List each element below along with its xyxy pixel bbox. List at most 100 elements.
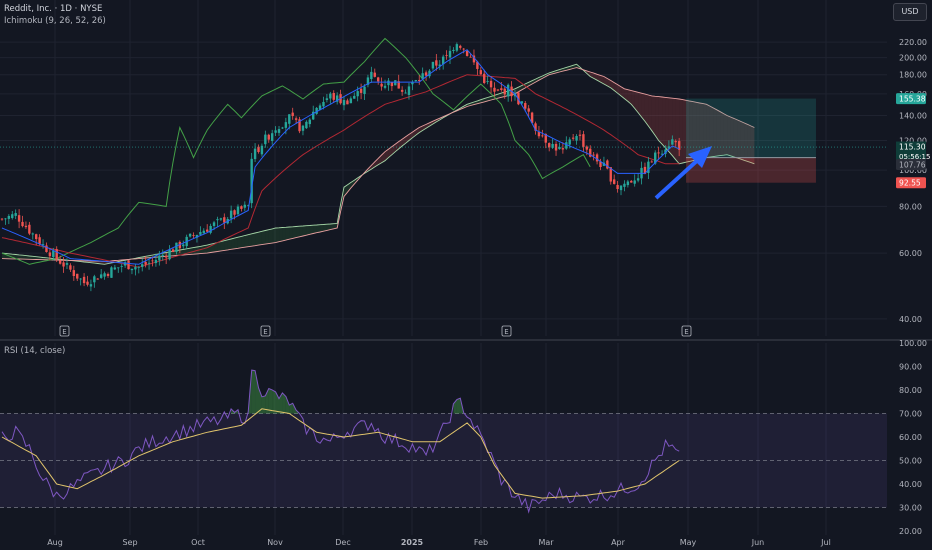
ichimoku-cloud-segment <box>220 240 225 251</box>
candle-body <box>171 249 175 253</box>
current-price-bg <box>896 141 926 163</box>
candle-body <box>599 161 602 167</box>
candle-body <box>144 261 147 265</box>
ichimoku-cloud-segment <box>255 232 259 246</box>
candle-body <box>229 210 233 219</box>
stop-zone <box>686 157 816 183</box>
ichimoku-cloud-segment <box>320 224 324 232</box>
candle-body <box>82 276 86 284</box>
time-tick-label: May <box>680 538 697 547</box>
candle-body <box>626 181 630 186</box>
earnings-marker: E <box>681 325 692 337</box>
candle-body <box>298 119 301 132</box>
candle-body <box>113 267 117 270</box>
rsi-overbought-fill <box>258 387 262 414</box>
candle-body <box>96 278 99 280</box>
ichimoku-cloud-segment <box>713 107 717 157</box>
candle-body <box>585 146 589 150</box>
candle-body <box>445 54 448 56</box>
candle-body <box>253 148 257 160</box>
candle-body <box>397 81 400 89</box>
candle-body <box>260 145 264 155</box>
candle-body <box>308 119 311 125</box>
earnings-box <box>260 325 271 337</box>
candle-body <box>134 267 137 270</box>
candle-body <box>65 263 69 265</box>
ichimoku-cloud-segment <box>730 116 734 157</box>
candle-body <box>329 93 332 99</box>
candle-body <box>667 146 671 149</box>
candle-body <box>448 50 452 58</box>
ichimoku-cloud-segment <box>244 234 249 248</box>
ichimoku-cloud-segment <box>22 255 26 260</box>
ichimoku-cloud-segment <box>651 95 656 136</box>
ichimoku-cloud-segment <box>15 254 20 260</box>
candle-body <box>17 215 21 222</box>
candle-body <box>438 64 441 67</box>
candle-body <box>141 264 144 267</box>
ichimoku-cloud-segment <box>32 256 37 260</box>
candle-body <box>164 255 168 258</box>
candle-body <box>418 79 421 81</box>
candle-body <box>288 114 291 124</box>
candle-body <box>332 93 335 100</box>
candle-body <box>209 225 212 233</box>
candle-body <box>41 244 45 245</box>
candle-body <box>592 154 595 156</box>
candle-body <box>575 135 578 141</box>
chikou-span-line <box>1 37 591 265</box>
candle-body <box>633 180 636 184</box>
ichimoku-cloud-segment <box>285 227 290 241</box>
ichimoku-cloud-segment <box>316 224 321 233</box>
candle-body <box>469 56 472 58</box>
ichimoku-cloud-segment <box>750 125 755 164</box>
candle-body <box>233 210 236 215</box>
candle-body <box>223 217 226 223</box>
earnings-box <box>681 325 692 337</box>
candle-body <box>496 89 500 91</box>
ichimoku-cloud-segment <box>224 239 228 251</box>
ichimoku-cloud-segment <box>600 75 604 84</box>
candle-body <box>123 262 127 266</box>
rsi-axis: 20.00 30.00 40.00 50.00 60.00 70.00 80.00 90.00… <box>899 339 927 536</box>
price-tick-label: 60.00 <box>899 249 922 258</box>
ichimoku-cloud-segment <box>535 77 539 83</box>
ichimoku-cloud-segment <box>699 102 704 160</box>
earnings-letter: E <box>504 328 508 336</box>
candle-body <box>349 98 353 104</box>
ichimoku-cloud-segment <box>203 245 208 254</box>
candle-body <box>421 73 424 79</box>
ichimoku-cloud-segment <box>231 238 235 250</box>
ichimoku-cloud-segment <box>275 227 280 243</box>
candle-body <box>589 148 592 157</box>
candle-body <box>38 237 41 244</box>
time-tick-label: Jul <box>820 538 831 547</box>
ichimoku-cloud-segment <box>101 261 105 265</box>
candle-body <box>486 81 489 82</box>
ichimoku-cloud-segment <box>733 118 738 159</box>
ichimoku-cloud-segment <box>265 229 269 245</box>
time-axis: Aug Sep Oct Nov Dec 2025 Feb Mar Apr May Jun Jul <box>47 538 831 547</box>
price-tick-label: 220.00 <box>899 38 927 47</box>
ichimoku-cloud-segment <box>648 94 652 131</box>
candle-body <box>363 86 366 94</box>
rsi-ma-line <box>1 408 680 499</box>
candle-body <box>356 91 359 97</box>
ichimoku-cloud-segment <box>347 182 351 193</box>
price-tick-label: 180.00 <box>899 71 927 80</box>
candle-body <box>459 45 462 48</box>
currency-button[interactable]: USD <box>893 3 927 21</box>
candle-body <box>99 274 103 278</box>
ichimoku-cloud-segment <box>586 70 591 77</box>
candle-body <box>359 88 363 93</box>
ichimoku-cloud-segment <box>665 97 669 152</box>
candle-body <box>411 82 414 85</box>
candle-body <box>4 218 7 220</box>
candle-body <box>79 278 82 280</box>
candle-body <box>609 167 612 182</box>
candle-body <box>527 108 530 112</box>
ichimoku-cloud-segment <box>644 94 649 126</box>
candle-body <box>370 71 373 80</box>
